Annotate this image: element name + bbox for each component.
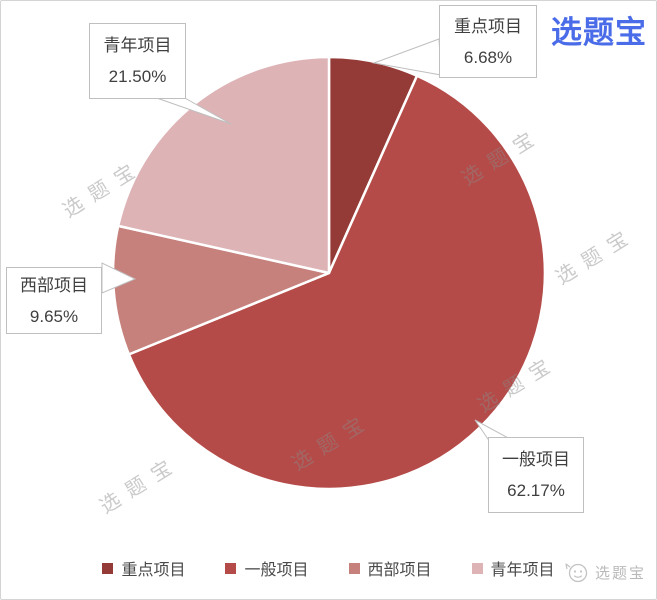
callout-key-projects: 重点项目 6.68% xyxy=(439,5,537,78)
legend-label: 青年项目 xyxy=(490,562,555,579)
callout-general-projects: 一般项目 62.17% xyxy=(488,437,584,513)
callout-percent: 6.68% xyxy=(463,47,513,67)
legend-label: 重点项目 xyxy=(121,562,186,579)
legend-label: 西部项目 xyxy=(367,562,432,579)
pie-slice-2 xyxy=(111,224,331,356)
smiley-bubble-icon xyxy=(564,559,590,585)
legend-marker-key xyxy=(102,562,114,574)
legend-marker-west xyxy=(348,562,360,574)
pie-slices xyxy=(111,55,547,491)
chart-legend: 重点项目 一般项目 西部项目 青年项目 xyxy=(1,556,656,580)
callout-percent: 21.50% xyxy=(108,67,167,86)
footer-brand: 选题宝 xyxy=(564,559,646,585)
callout-percent: 62.17% xyxy=(507,481,565,500)
callout-west-projects: 西部项目 9.65% xyxy=(6,267,102,334)
legend-marker-youth xyxy=(471,562,483,574)
callout-label: 西部项目 xyxy=(20,275,88,295)
callout-percent: 9.65% xyxy=(29,306,79,326)
callout-label: 一般项目 xyxy=(502,450,570,469)
callout-label: 青年项目 xyxy=(103,36,172,55)
legend-item-key: 重点项目 xyxy=(102,556,185,580)
pie-slice-1 xyxy=(127,74,547,491)
legend-item-youth: 青年项目 xyxy=(471,556,555,580)
callout-pointer-west xyxy=(101,262,137,294)
legend-label: 一般项目 xyxy=(244,562,309,579)
callout-youth-projects: 青年项目 21.50% xyxy=(89,23,186,99)
legend-marker-general xyxy=(225,562,237,574)
legend-item-general: 一般项目 xyxy=(225,556,309,580)
callout-label: 重点项目 xyxy=(454,16,522,36)
brand-logo: 选题宝 xyxy=(551,15,647,50)
legend-item-west: 西部项目 xyxy=(348,556,432,580)
footer-brand-text: 选题宝 xyxy=(594,564,646,582)
